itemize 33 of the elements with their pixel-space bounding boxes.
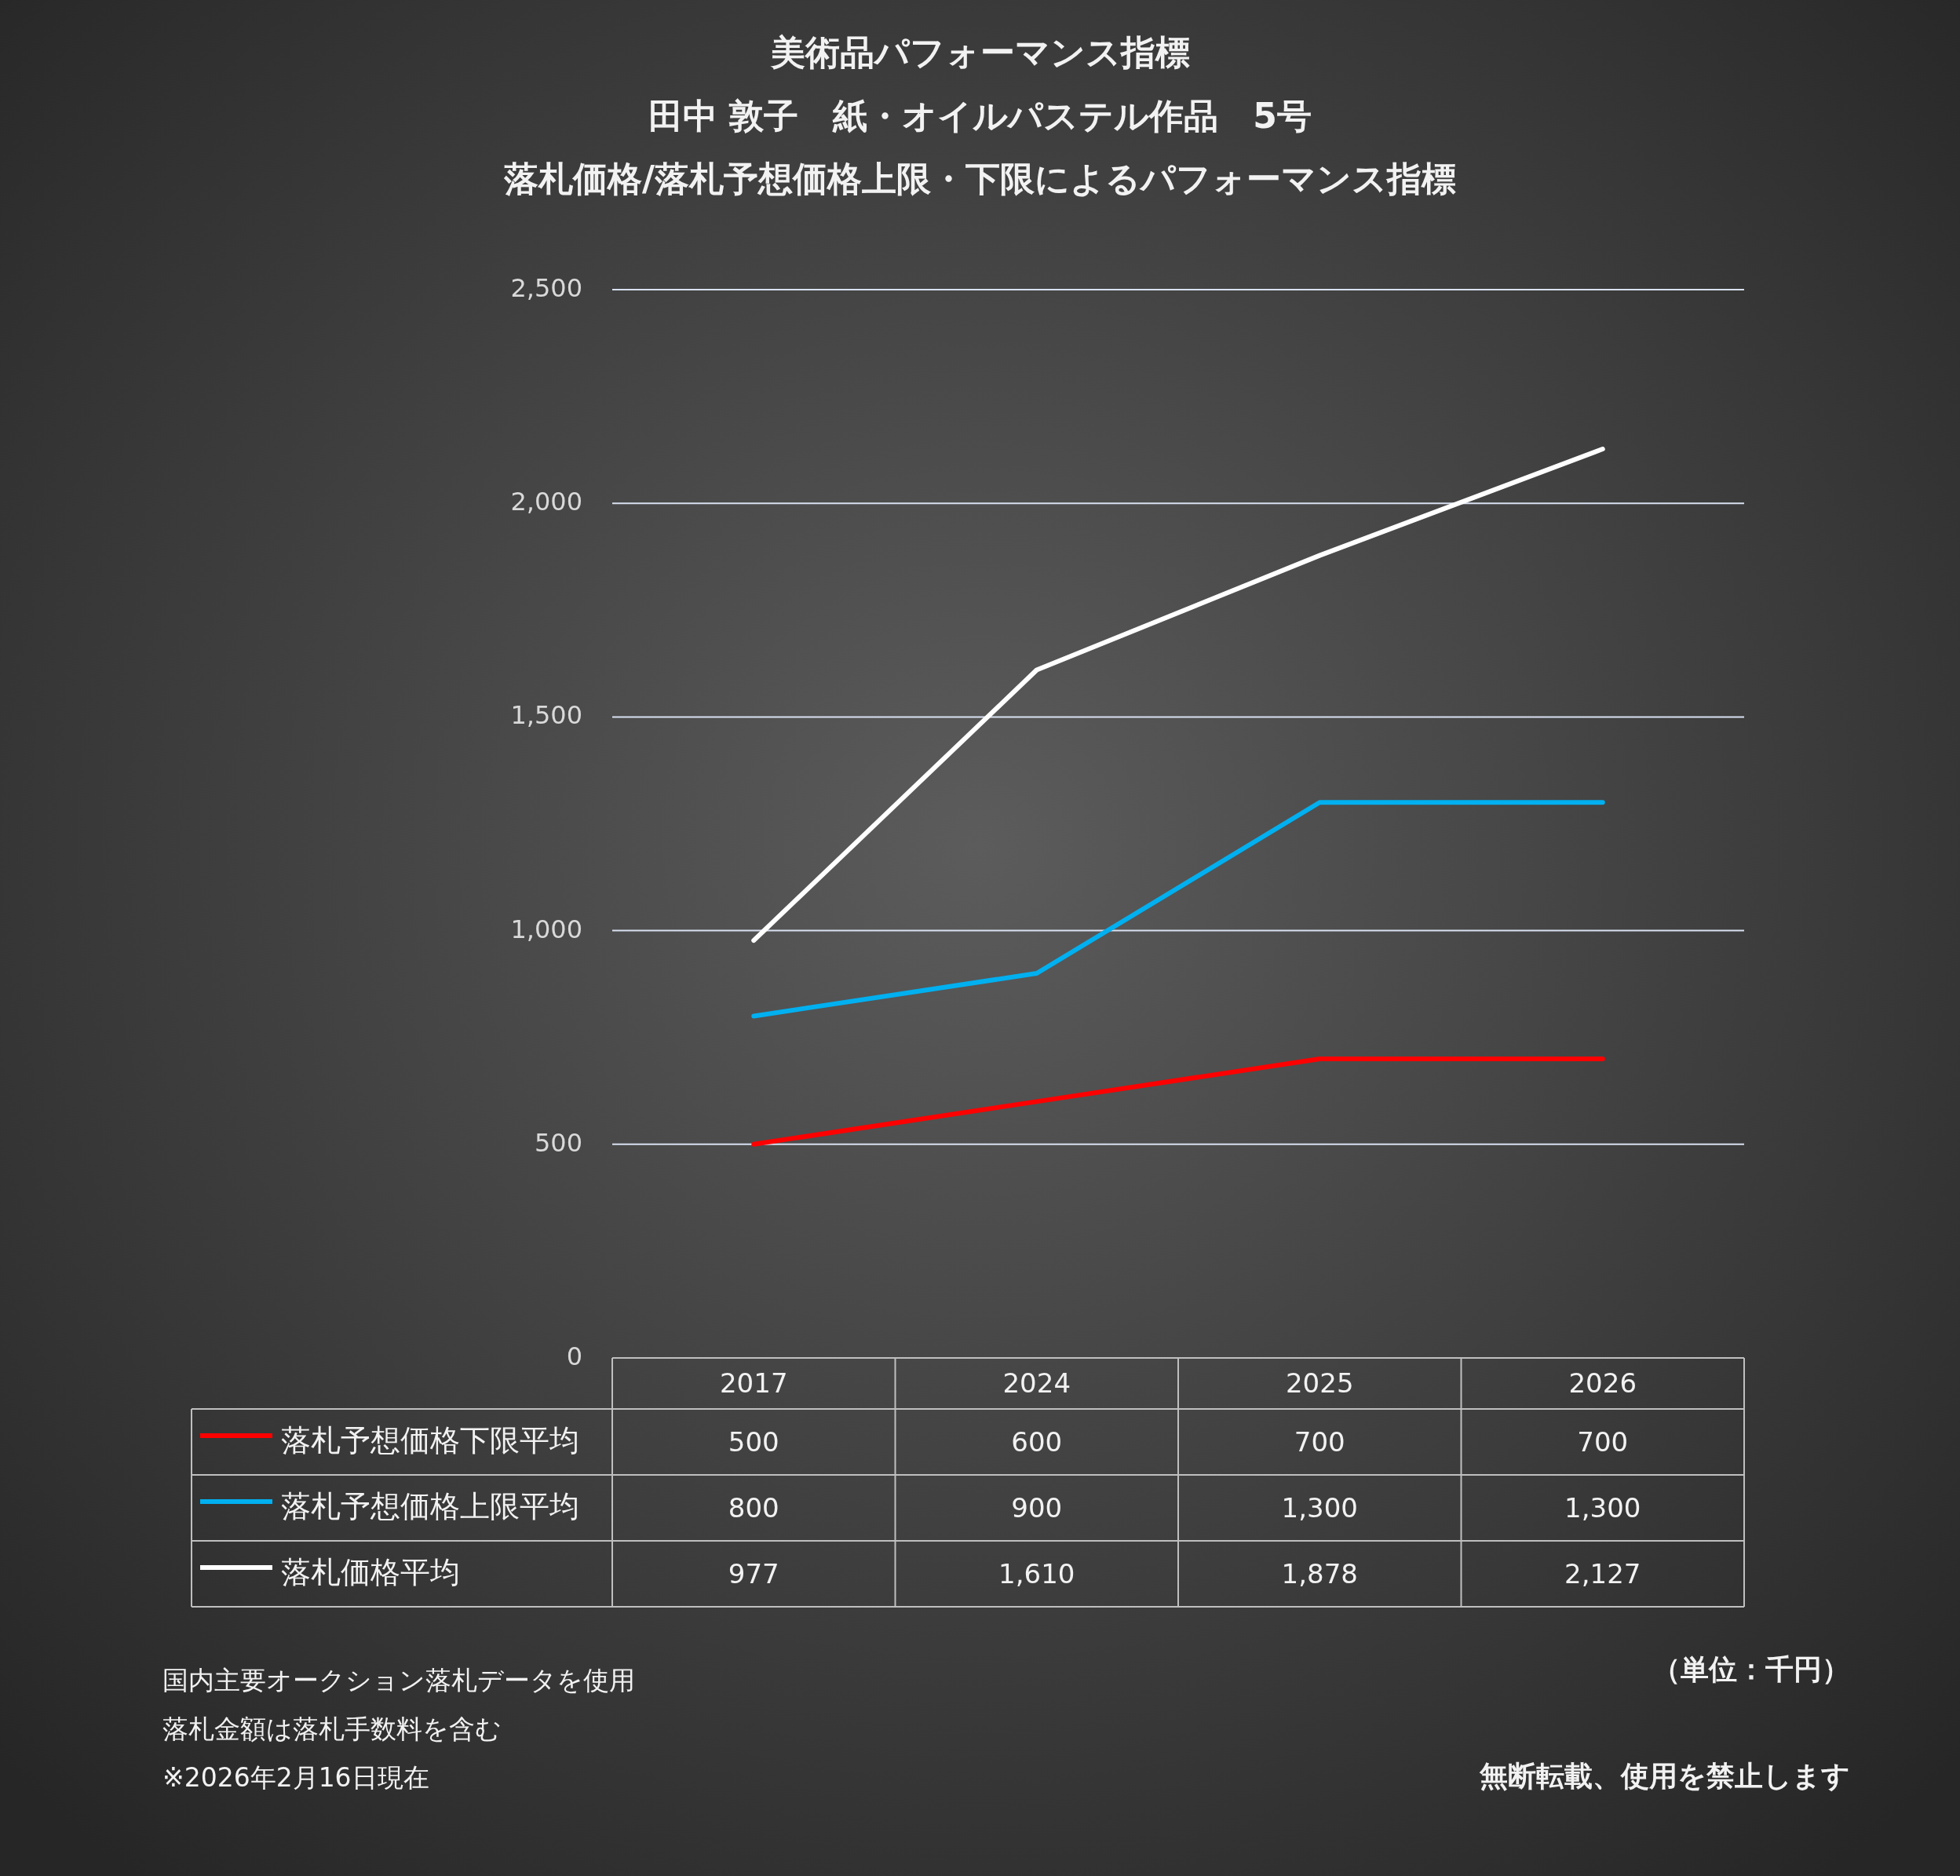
data-label: 800 bbox=[728, 1491, 779, 1524]
y-tick-label: 2,500 bbox=[510, 273, 582, 303]
x-tick-label: 2024 bbox=[1002, 1367, 1071, 1399]
x-tick-label: 2025 bbox=[1285, 1367, 1354, 1399]
text: ※2026年2月16日現在 bbox=[162, 1761, 429, 1793]
y-tick-label: 0 bbox=[566, 1341, 582, 1371]
y-tick-label: 2,000 bbox=[510, 487, 582, 517]
chart-subtitle: 田中 敦子 紙・オイルパステル作品 5号 bbox=[648, 96, 1312, 136]
data-label: 700 bbox=[1294, 1425, 1345, 1458]
chart-title: 美術品パフォーマンス指標 bbox=[769, 32, 1190, 72]
text: 無断転載、使用を禁止します bbox=[1479, 1760, 1850, 1792]
data-label: 1,878 bbox=[1281, 1557, 1358, 1589]
text: （単位：千円） bbox=[1652, 1653, 1850, 1685]
data-label: 977 bbox=[728, 1557, 779, 1589]
data-label: 2,127 bbox=[1564, 1557, 1641, 1589]
legend-label: 落札予想価格上限平均 bbox=[281, 1488, 579, 1524]
data-label: 700 bbox=[1577, 1425, 1629, 1458]
y-tick-label: 500 bbox=[534, 1127, 582, 1158]
legend-label: 落札予想価格下限平均 bbox=[281, 1422, 579, 1458]
y-tick-label: 1,000 bbox=[510, 914, 582, 944]
y-tick-label: 1,500 bbox=[510, 700, 582, 731]
text: 落札価格/落札予想価格上限・下限によるパフォーマンス指標 bbox=[502, 159, 1457, 199]
text: 国内主要オークション落札データを使用 bbox=[162, 1664, 635, 1695]
x-tick-label: 2017 bbox=[719, 1367, 788, 1399]
data-label: 500 bbox=[728, 1425, 779, 1458]
legend-label: 落札価格平均 bbox=[281, 1554, 460, 1589]
data-label: 1,610 bbox=[998, 1557, 1075, 1589]
data-label: 900 bbox=[1011, 1491, 1063, 1524]
data-label: 600 bbox=[1011, 1425, 1063, 1458]
x-tick-label: 2026 bbox=[1568, 1367, 1637, 1399]
text: 落札金額は落札手数料を含む bbox=[162, 1713, 502, 1744]
data-label: 1,300 bbox=[1564, 1491, 1641, 1524]
data-label: 1,300 bbox=[1281, 1491, 1358, 1524]
